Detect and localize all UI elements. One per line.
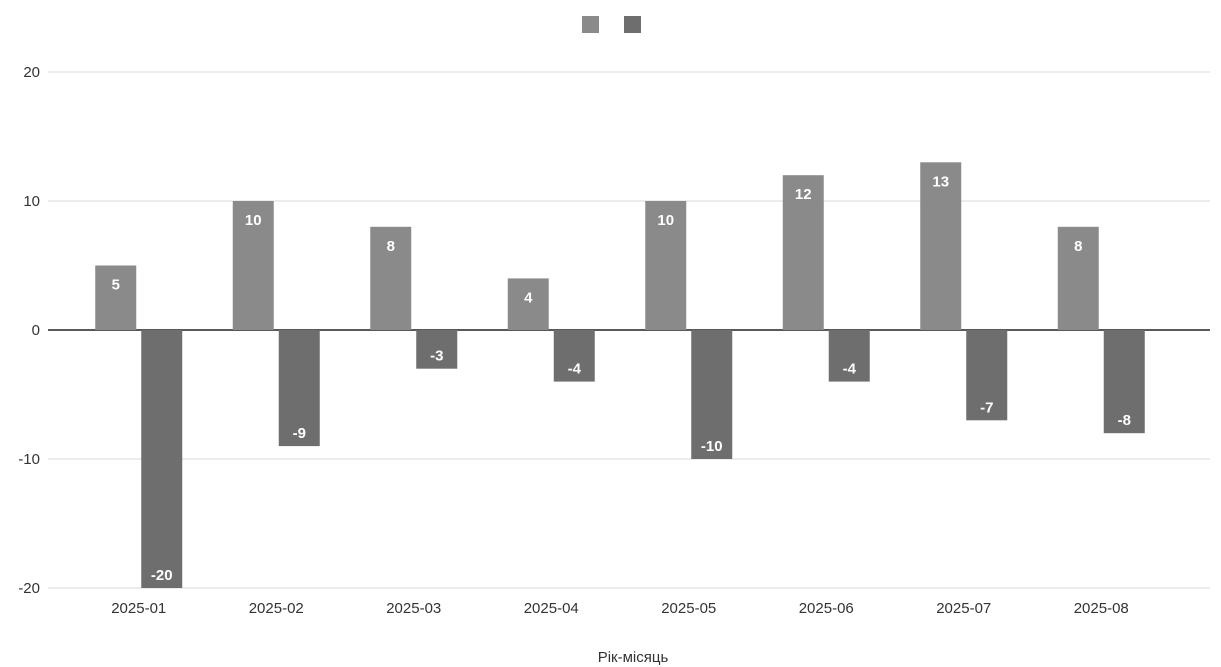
bar-value-label: -9 bbox=[293, 425, 306, 442]
bar-value-label: -8 bbox=[1118, 412, 1131, 429]
bar-value-label: 8 bbox=[1074, 238, 1082, 255]
bar-value-label: -4 bbox=[843, 361, 857, 378]
x-tick-label: 2025-07 bbox=[936, 600, 991, 617]
bar-value-label: -4 bbox=[568, 361, 582, 378]
y-tick-label: -20 bbox=[18, 580, 40, 597]
x-tick-label: 2025-08 bbox=[1074, 600, 1129, 617]
bar-value-label: 10 bbox=[245, 212, 262, 229]
legend-swatch bbox=[624, 16, 641, 33]
bar-value-label: 4 bbox=[524, 289, 533, 306]
x-axis-title: Рік-місяць bbox=[598, 649, 669, 666]
x-tick-label: 2025-01 bbox=[111, 600, 166, 617]
bars: 5 -20 10 -9 8 -3 4 -4 10 -10 12 -4 13 -7 8 -8 bbox=[95, 162, 1145, 588]
x-tick-label: 2025-03 bbox=[386, 600, 441, 617]
y-tick-label: -10 bbox=[18, 451, 40, 468]
x-tick-label: 2025-05 bbox=[661, 600, 716, 617]
bar-value-label: -3 bbox=[430, 348, 443, 365]
bar-value-label: 12 bbox=[795, 186, 812, 203]
bar-value-label: -7 bbox=[980, 399, 993, 416]
bar-value-label: -10 bbox=[701, 438, 723, 455]
bar-value-label: 10 bbox=[657, 212, 674, 229]
y-tick-label: 10 bbox=[23, 193, 40, 210]
x-tick-label: 2025-06 bbox=[799, 600, 854, 617]
bar bbox=[141, 330, 182, 588]
bar bbox=[95, 266, 136, 331]
legend-swatch bbox=[582, 16, 599, 33]
x-tick-label: 2025-04 bbox=[524, 600, 579, 617]
y-axis-ticks: -20 -10 0 10 20 bbox=[18, 64, 40, 597]
bar-value-label: -20 bbox=[151, 567, 173, 584]
gridlines bbox=[48, 72, 1210, 588]
y-tick-label: 0 bbox=[32, 322, 40, 339]
x-tick-label: 2025-02 bbox=[249, 600, 304, 617]
bar-value-label: 13 bbox=[932, 173, 949, 190]
x-axis-ticks: 2025-01 2025-02 2025-03 2025-04 2025-05 2025-… bbox=[111, 600, 1129, 617]
legend bbox=[582, 16, 641, 33]
bar-value-label: 8 bbox=[387, 238, 395, 255]
bar-value-label: 5 bbox=[112, 277, 120, 294]
y-tick-label: 20 bbox=[23, 64, 40, 81]
